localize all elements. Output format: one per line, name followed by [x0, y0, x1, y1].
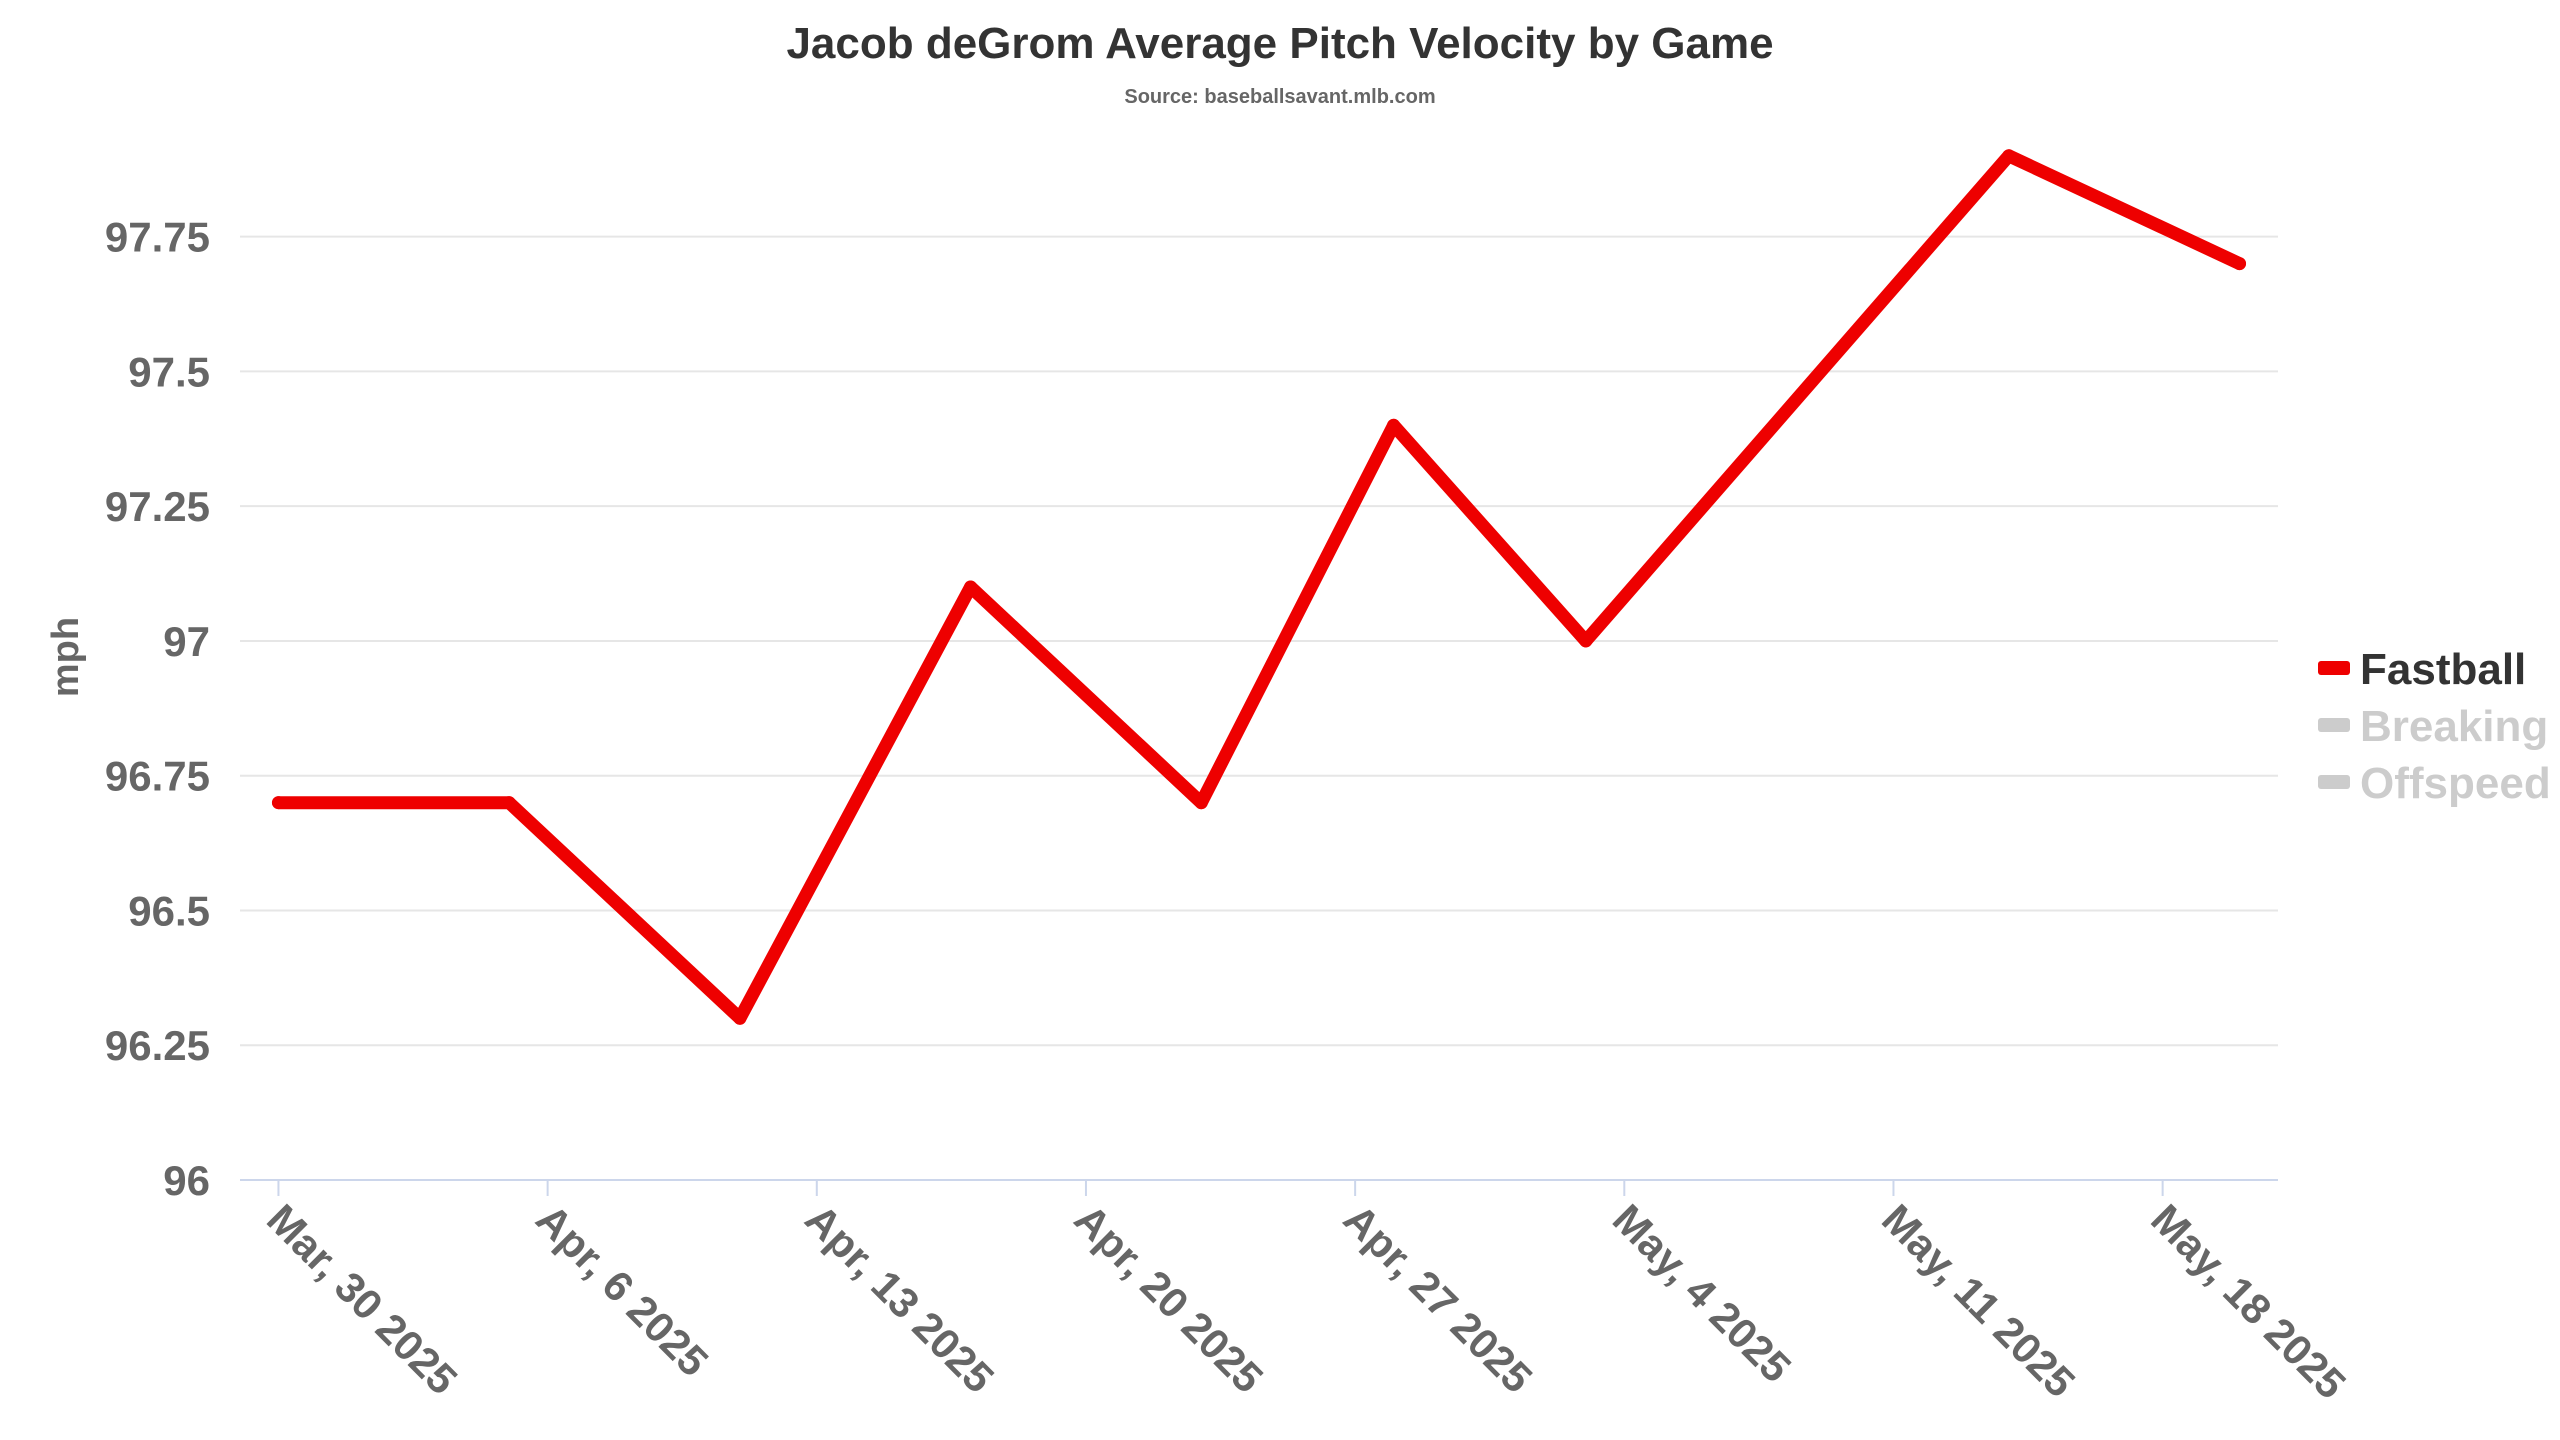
y-tick-label: 97.25	[105, 483, 210, 530]
y-tick-label: 97.75	[105, 214, 210, 261]
y-tick-label: 96.75	[105, 753, 210, 800]
legend-label: Fastball	[2360, 645, 2526, 694]
x-tick-label: Apr, 6 2025	[527, 1195, 717, 1385]
legend-item-breaking[interactable]: Breaking	[2318, 702, 2548, 751]
data-point[interactable]	[964, 580, 978, 594]
x-tick-label: May, 4 2025	[1604, 1195, 1800, 1391]
x-tick-label: May, 11 2025	[1873, 1195, 2084, 1406]
data-point[interactable]	[2002, 149, 2016, 163]
y-axis: 96 96.25 96.5 96.75 97 97.25 97.5 97.75	[105, 214, 210, 1204]
y-tick-label: 96.5	[128, 887, 210, 934]
y-tick-label: 97	[163, 618, 210, 665]
y-tick-label: 96	[163, 1157, 210, 1204]
x-tick-label: Apr, 13 2025	[796, 1195, 1003, 1402]
y-tick-label: 97.5	[128, 348, 210, 395]
series-layer	[271, 149, 2247, 1025]
y-tick-label: 96.25	[105, 1022, 210, 1069]
chart-subtitle: Source: baseballsavant.mlb.com	[1124, 86, 1435, 108]
legend-swatch	[2318, 775, 2350, 789]
legend-label: Breaking	[2360, 702, 2548, 751]
x-tick-label: Apr, 20 2025	[1066, 1195, 1273, 1402]
y-axis-title: mph	[45, 617, 87, 697]
data-point[interactable]	[2233, 257, 2247, 271]
legend-label: Offspeed	[2360, 759, 2551, 808]
x-axis: Mar, 30 2025 Apr, 6 2025 Apr, 13 2025 Apr, …	[240, 1179, 2355, 1408]
data-point[interactable]	[502, 796, 516, 810]
data-point[interactable]	[1579, 634, 1593, 648]
data-point[interactable]	[271, 796, 285, 810]
grid	[240, 235, 2278, 1047]
data-point[interactable]	[733, 1011, 747, 1025]
legend-item-fastball[interactable]: Fastball	[2318, 645, 2526, 694]
legend[interactable]: Fastball Breaking Offspeed	[2318, 645, 2551, 808]
legend-swatch	[2318, 718, 2350, 732]
x-tick-label: Mar, 30 2025	[258, 1195, 466, 1403]
x-tick-label: Apr, 27 2025	[1335, 1195, 1542, 1402]
chart-title: Jacob deGrom Average Pitch Velocity by G…	[786, 19, 1773, 68]
series-line-fastball[interactable]	[272, 149, 2246, 1025]
x-tick-label: May, 18 2025	[2142, 1195, 2355, 1408]
data-point[interactable]	[1194, 796, 1208, 810]
legend-item-offspeed[interactable]: Offspeed	[2318, 759, 2551, 808]
legend-swatch	[2318, 661, 2350, 675]
data-point[interactable]	[1387, 418, 1401, 432]
